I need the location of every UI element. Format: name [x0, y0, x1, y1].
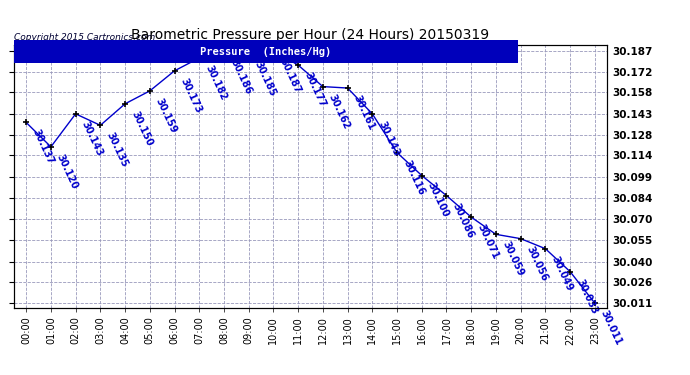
Text: 30.143: 30.143 — [80, 119, 105, 158]
Text: 30.143: 30.143 — [377, 119, 402, 158]
Text: 30.120: 30.120 — [55, 152, 80, 190]
Text: 30.185: 30.185 — [253, 59, 278, 98]
Text: 30.162: 30.162 — [327, 92, 352, 130]
Text: 30.116: 30.116 — [401, 158, 426, 196]
Text: Copyright 2015 Cartronics.com: Copyright 2015 Cartronics.com — [14, 33, 155, 42]
Text: 30.011: 30.011 — [599, 309, 624, 347]
Text: 30.150: 30.150 — [129, 110, 154, 148]
Text: 30.100: 30.100 — [426, 181, 451, 219]
Text: 30.071: 30.071 — [475, 223, 500, 261]
Text: 30.177: 30.177 — [302, 70, 327, 109]
Text: 30.049: 30.049 — [549, 254, 575, 292]
Text: 30.135: 30.135 — [104, 131, 130, 169]
Text: 30.056: 30.056 — [525, 244, 550, 282]
Text: 30.186: 30.186 — [228, 58, 253, 96]
Text: 30.161: 30.161 — [352, 94, 377, 132]
Text: 30.137: 30.137 — [30, 128, 55, 166]
Text: 30.059: 30.059 — [500, 240, 525, 278]
Text: 30.182: 30.182 — [204, 63, 228, 102]
Title: Barometric Pressure per Hour (24 Hours) 20150319: Barometric Pressure per Hour (24 Hours) … — [131, 28, 490, 42]
Text: 30.033: 30.033 — [574, 277, 599, 315]
Text: 30.159: 30.159 — [154, 96, 179, 135]
Text: 30.173: 30.173 — [179, 76, 204, 115]
Text: 30.086: 30.086 — [451, 201, 475, 240]
Text: 30.187: 30.187 — [277, 56, 302, 94]
